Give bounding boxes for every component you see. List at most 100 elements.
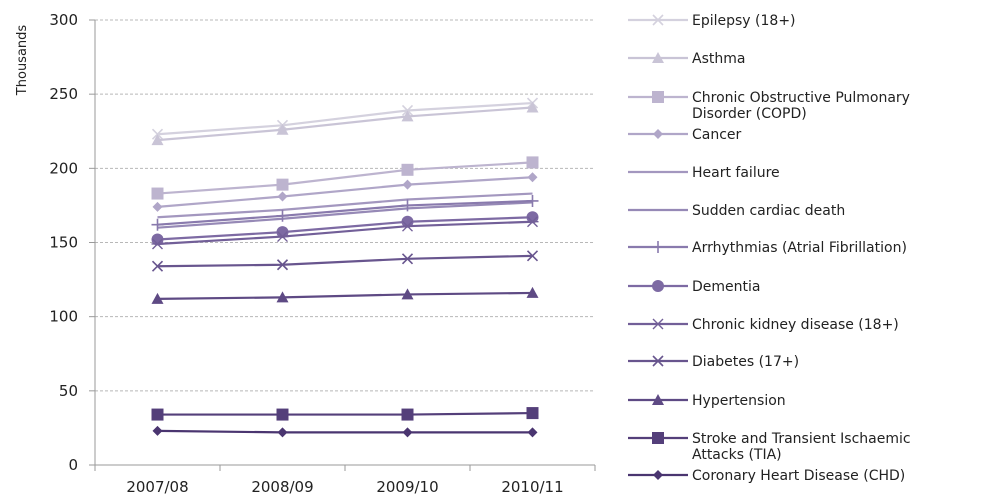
series: [152, 172, 538, 212]
y-tick-label: 250: [49, 85, 78, 103]
series-line: [157, 411, 533, 416]
data-point: [401, 408, 414, 421]
legend-label: Dementia: [692, 279, 760, 295]
data-point: [526, 216, 539, 228]
legend-label: Stroke and Transient Ischaemic Attacks (T…: [692, 431, 911, 463]
legend-marker: [652, 241, 664, 253]
legend-marker: [652, 394, 664, 405]
x-tick-label: 2007/08: [126, 478, 188, 495]
y-tick-label: 0: [68, 456, 78, 474]
data-point: [151, 134, 164, 146]
legend-item: Arrhythmias (Atrial Fibrillation): [628, 240, 907, 256]
data-point: [527, 427, 538, 438]
data-point: [526, 194, 539, 207]
series: [151, 101, 539, 146]
legend-label: Arrhythmias (Atrial Fibrillation): [692, 240, 907, 256]
data-point: [151, 238, 164, 250]
data-point: [152, 425, 163, 436]
series-line: [157, 291, 533, 300]
legend-marker: [653, 129, 663, 139]
series: [151, 211, 539, 246]
legend-marker: [652, 91, 664, 103]
legend-label-line: Stroke and Transient Ischaemic: [692, 431, 911, 447]
series-line: [157, 201, 533, 229]
data-point: [401, 220, 414, 232]
data-point: [527, 172, 538, 183]
x-tick-labels: 2007/08 2008/09 2009/10 2010/11: [126, 478, 563, 495]
data-point: [151, 408, 164, 421]
series-line: [157, 192, 533, 219]
legend-item: Heart failure: [628, 165, 780, 181]
legend-label: Asthma: [692, 51, 745, 67]
series: [151, 156, 539, 200]
y-tick-label: 50: [59, 382, 78, 400]
legend-item: Chronic Obstructive Pulmonary Disorder (C…: [628, 90, 910, 122]
legend-item: Dementia: [628, 279, 760, 295]
data-point: [152, 201, 163, 212]
legend-item: Coronary Heart Disease (CHD): [628, 468, 905, 484]
data-point: [151, 260, 164, 272]
data-point: [401, 215, 414, 228]
legend-label: Hypertension: [692, 393, 786, 409]
legend-item: Epilepsy (18+): [628, 13, 796, 29]
legend-marker: [652, 280, 664, 292]
data-point: [277, 191, 288, 202]
series: [157, 201, 533, 229]
series-line: [157, 161, 533, 195]
series: [151, 250, 539, 272]
legend-item: Sudden cardiac death: [628, 203, 845, 219]
series-line: [157, 176, 533, 208]
data-point: [276, 231, 289, 243]
data-point: [402, 179, 413, 190]
legend-label-line: Disorder (COPD): [692, 106, 807, 122]
data-point: [401, 253, 414, 265]
data-point: [402, 427, 413, 438]
series-line: [157, 106, 533, 142]
data-point: [151, 233, 164, 246]
series: [152, 425, 538, 438]
y-tick-label: 200: [49, 159, 78, 177]
series-line: [157, 220, 533, 246]
legend-marker: [652, 52, 664, 63]
data-point: [151, 218, 164, 231]
y-tick-labels: 0 50 100 150 200 250 300: [49, 11, 78, 474]
legend-label-line: Attacks (TIA): [692, 447, 782, 463]
data-point: [526, 101, 539, 113]
legend-item: Cancer: [628, 127, 742, 143]
data-point: [526, 286, 539, 298]
series-line: [157, 199, 533, 226]
legend-item: Chronic kidney disease (18+): [628, 317, 899, 333]
series: [151, 97, 539, 140]
x-tick-label: 2008/09: [251, 478, 313, 495]
data-point: [276, 226, 289, 239]
x-tick-label: 2009/10: [376, 478, 438, 495]
legend-item: Diabetes (17+): [628, 354, 799, 370]
y-tick-label: 150: [49, 234, 78, 252]
legend-marker: [652, 432, 664, 444]
legend-label: Chronic kidney disease (18+): [692, 317, 899, 333]
data-point: [277, 427, 288, 438]
data-point: [401, 288, 414, 300]
series: [151, 407, 539, 421]
data-point: [276, 178, 289, 191]
data-point: [151, 292, 164, 304]
series-line: [157, 429, 533, 434]
data-point: [526, 250, 539, 262]
legend-label: Heart failure: [692, 165, 780, 181]
data-point: [401, 110, 414, 122]
y-axis-label: Thousands: [15, 25, 30, 97]
data-point: [276, 123, 289, 135]
data-point: [276, 209, 289, 222]
legend-marker: [652, 318, 664, 330]
plot-area: [151, 97, 539, 438]
data-point: [276, 259, 289, 271]
data-point: [276, 408, 289, 421]
data-point: [526, 211, 539, 224]
axes: [94, 20, 596, 471]
series-line: [157, 216, 533, 241]
legend-label: Diabetes (17+): [692, 354, 799, 370]
y-tick-label: 100: [49, 308, 78, 326]
data-point: [526, 156, 539, 169]
legend-label: Chronic Obstructive Pulmonary Disorder (C…: [692, 90, 910, 122]
